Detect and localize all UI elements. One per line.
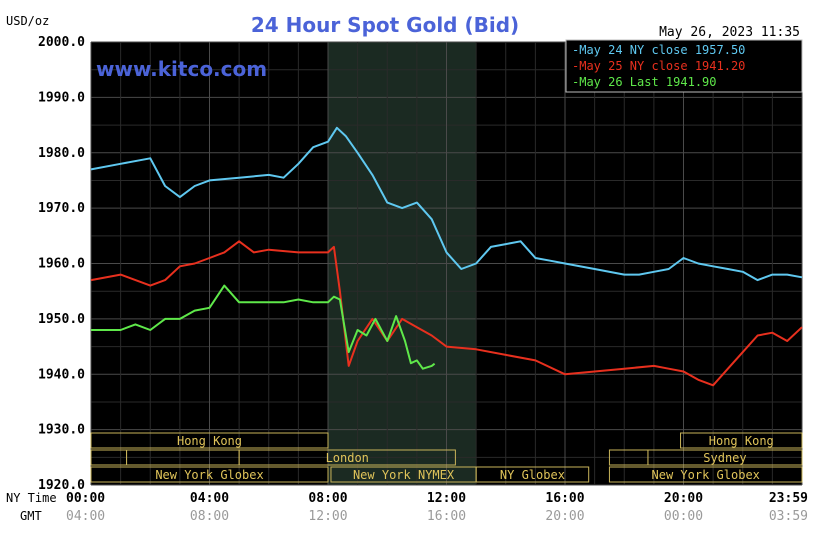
y-tick-label: 2000.0 (38, 35, 85, 50)
market-sessions: Hong Kong London New York Globex New York N… (90, 432, 803, 483)
x-tick-label-gmt: 04:00 (66, 509, 105, 524)
chart-title: 24 Hour Spot Gold (Bid) (251, 13, 519, 37)
x-tick-label-ny: 00:00 (66, 491, 105, 506)
x-tick-label-ny: 23:59 (769, 491, 808, 506)
y-tick-label: 1920.0 (38, 478, 85, 493)
x-tick-label-gmt: 03:59 (769, 509, 808, 524)
market-session-label: Hong Kong (709, 434, 774, 448)
x-tick-label-ny: 08:00 (308, 491, 347, 506)
ny-time-axis-label: NY Time (6, 491, 57, 505)
market-session-box (90, 466, 329, 483)
legend-item-may26: -May 26 Last 1941.90 (572, 75, 717, 89)
y-tick-label: 1980.0 (38, 146, 85, 161)
market-session-label: New York Globex (155, 468, 263, 482)
y-axis-ticks: 2000.0 1990.0 1980.0 1970.0 1960.0 1950.0 1940… (38, 35, 85, 493)
market-session-label: New York Globex (652, 468, 760, 482)
market-session-box (90, 432, 329, 449)
market-session-box (238, 449, 456, 466)
market-session-label: London (326, 451, 369, 465)
grid-lines (90, 41, 803, 486)
timestamp: May 26, 2023 11:35 (659, 25, 800, 40)
gmt-axis-label: GMT (20, 509, 42, 523)
y-axis-unit-label: USD/oz (6, 14, 49, 28)
x-tick-label-ny: 16:00 (545, 491, 584, 506)
legend: -May 24 NY close 1957.50 -May 25 NY clos… (565, 39, 803, 93)
market-session-box (608, 449, 649, 466)
watermark-url: www.kitco.com (96, 57, 267, 81)
legend-box (565, 39, 803, 93)
y-tick-label: 1970.0 (38, 201, 85, 216)
market-session-label: NY Globex (500, 468, 565, 482)
market-session-label: Sydney (703, 451, 746, 465)
legend-item-may24: -May 24 NY close 1957.50 (572, 43, 745, 57)
market-session-label: Hong Kong (177, 434, 242, 448)
x-tick-label-gmt: 20:00 (545, 509, 584, 524)
x-axis-ticks: 00:00 04:00 04:00 08:00 08:00 12:00 12:00 16:00… (66, 491, 808, 524)
x-tick-label-gmt: 12:00 (308, 509, 347, 524)
series-line-0 (90, 126, 803, 282)
series-line-2 (91, 284, 436, 370)
x-tick-label-ny: 12:00 (427, 491, 466, 506)
y-tick-label: 1960.0 (38, 257, 85, 272)
x-tick-label-gmt: 16:00 (427, 509, 466, 524)
y-tick-label: 1990.0 (38, 90, 85, 105)
price-series (90, 126, 803, 387)
y-tick-label: 1950.0 (38, 312, 85, 327)
market-session-box (608, 466, 803, 483)
market-session-box (680, 432, 803, 449)
y-tick-label: 1930.0 (38, 423, 85, 438)
y-tick-label: 1940.0 (38, 367, 85, 382)
series-line-1 (90, 240, 803, 387)
market-session-label: New York NYMEX (353, 468, 455, 482)
x-tick-label-gmt: 00:00 (664, 509, 703, 524)
x-tick-label-ny: 20:00 (664, 491, 703, 506)
x-tick-label-ny: 04:00 (190, 491, 229, 506)
x-tick-label-gmt: 08:00 (190, 509, 229, 524)
legend-item-may25: -May 25 NY close 1941.20 (572, 59, 745, 73)
market-session-box (475, 466, 590, 483)
